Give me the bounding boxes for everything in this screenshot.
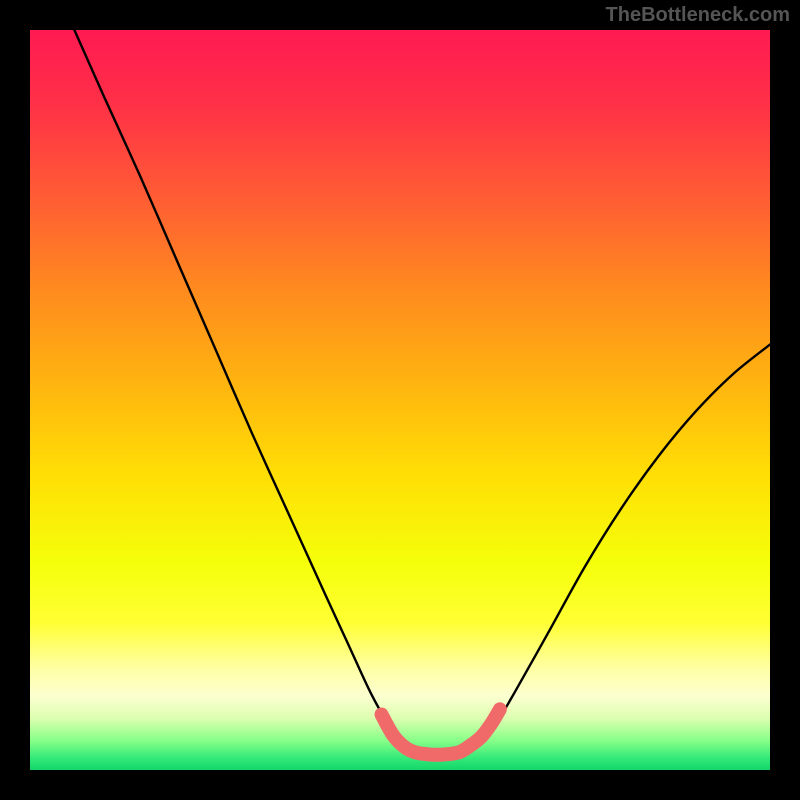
plot-area xyxy=(30,30,770,770)
chart-svg xyxy=(30,30,770,770)
chart-container: TheBottleneck.com xyxy=(0,0,800,800)
gradient-background xyxy=(30,30,770,770)
watermark-text: TheBottleneck.com xyxy=(606,4,790,27)
